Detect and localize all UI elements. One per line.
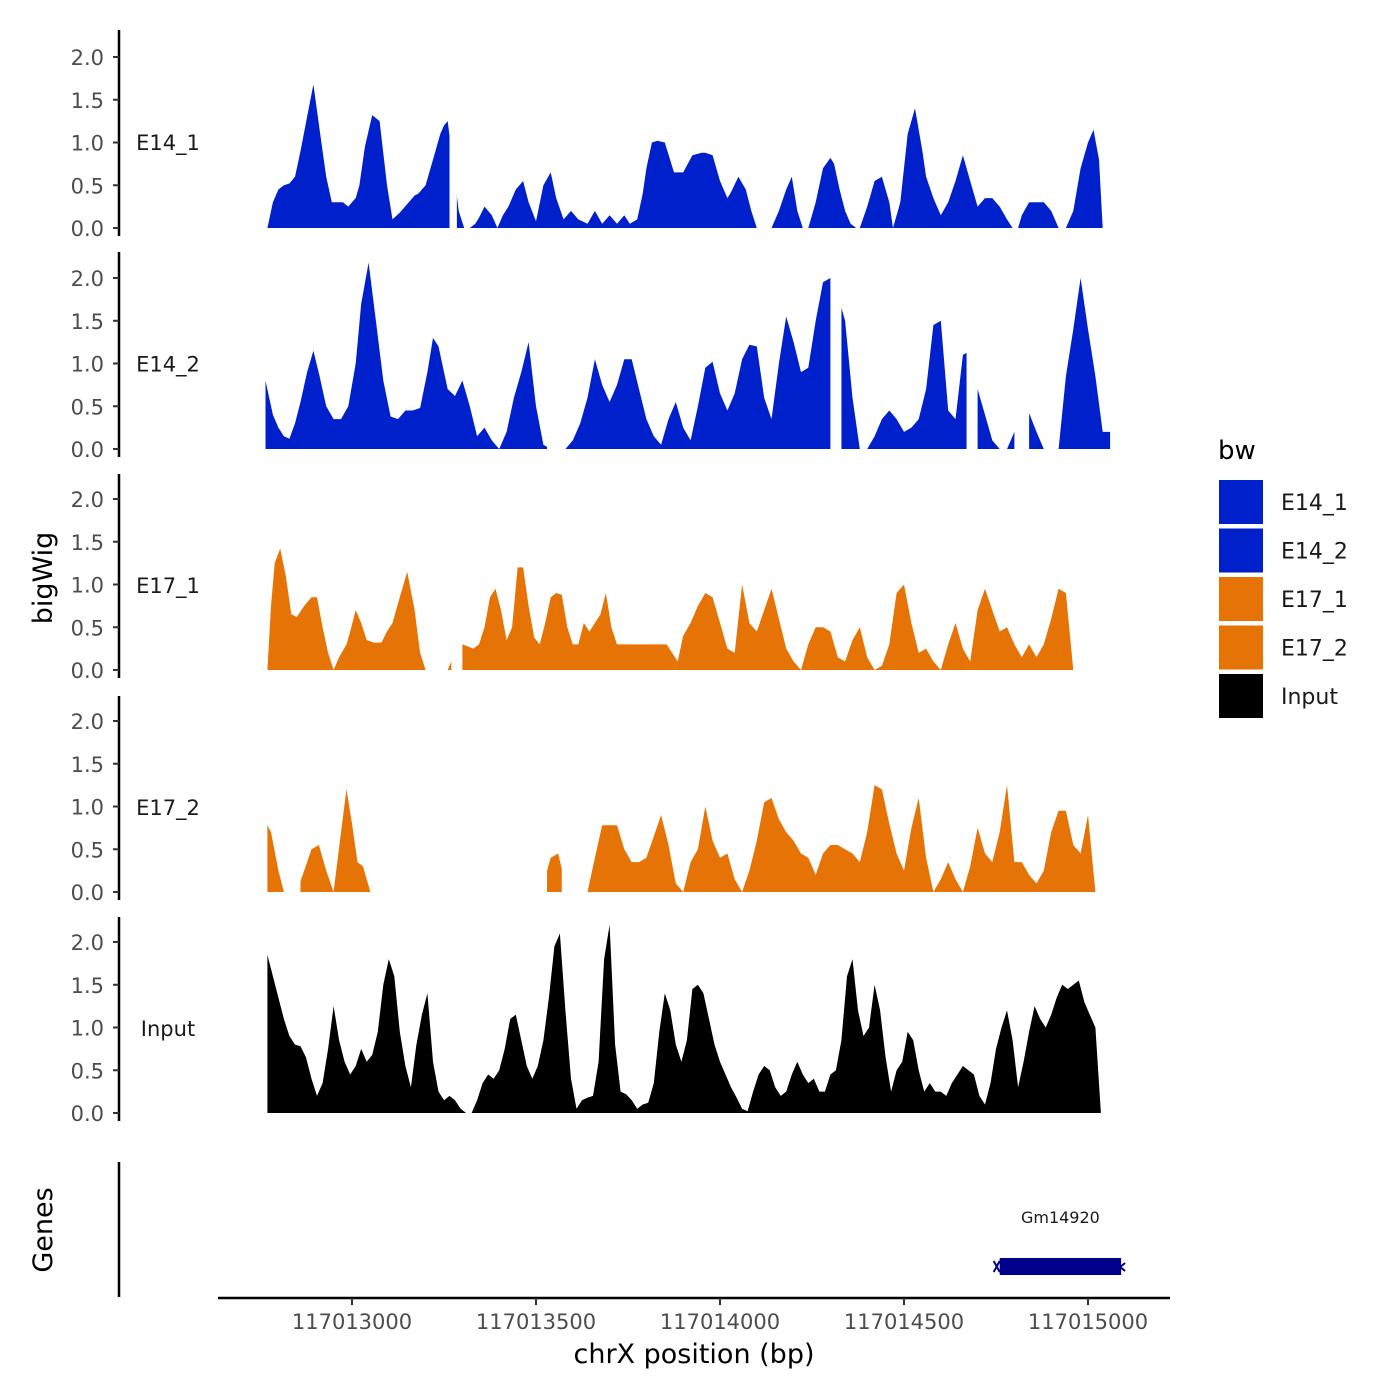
- x-axis-title: chrX position (bp): [573, 1339, 814, 1370]
- legend-swatch: [1219, 674, 1263, 718]
- x-tick-label: 117013000: [292, 1310, 412, 1334]
- legend-item: E17_2: [1219, 625, 1348, 670]
- x-tick-label: 117014500: [844, 1310, 964, 1334]
- y-tick-label: 1.0: [71, 1017, 104, 1041]
- track-E17_1: 0.0 0.5 1.0 1.5 2.0 E17_1: [71, 474, 1111, 683]
- y-axis-title: bigWig: [28, 532, 59, 625]
- y-tick-label: 1.5: [71, 89, 104, 113]
- coverage-gap: [547, 252, 559, 450]
- y-tick-label: 2.0: [71, 710, 104, 734]
- x-tick-label: 117013500: [476, 1310, 596, 1334]
- y-tick-label: 1.5: [71, 974, 104, 998]
- track-label: E17_1: [136, 574, 200, 599]
- track-label: E17_2: [136, 796, 200, 821]
- y-tick-label: 0.5: [71, 395, 104, 419]
- strand-marker: [992, 1260, 1001, 1273]
- coverage-tracks: 0.0 0.5 1.0 1.5 2.0 E14_1 0.0 0.5 1.0 1.5 2.0 E14_2…: [71, 30, 1111, 1126]
- legend-label: E17_2: [1281, 637, 1348, 662]
- y-tick-label: 1.0: [71, 574, 104, 598]
- legend-item: E17_1: [1219, 577, 1348, 621]
- y-tick-label: 0.0: [71, 217, 104, 241]
- y-tick-label: 2.0: [71, 46, 104, 70]
- y-tick-label: 1.5: [71, 310, 104, 334]
- coverage-area-E14_2: [265, 262, 1111, 449]
- coverage-area-E17_2: [267, 785, 1111, 892]
- track-label: E14_2: [136, 353, 200, 378]
- coverage-area-Input: [267, 924, 1107, 1113]
- coverage-gap: [449, 30, 457, 229]
- legend: E14_1 E14_2 E17_1 E17_2 Input: [1219, 480, 1348, 718]
- coverage-gap: [561, 696, 588, 893]
- y-tick-label: 0.0: [71, 438, 104, 462]
- y-tick-label: 2.0: [71, 267, 104, 291]
- coverage-gap: [830, 252, 842, 450]
- gene-body: [999, 1258, 1122, 1275]
- y-tick-label: 1.0: [71, 353, 104, 377]
- genes-track-title: Genes: [28, 1187, 59, 1272]
- coverage-area-E14_1: [267, 84, 1111, 229]
- coverage-gap: [1014, 252, 1030, 450]
- legend-swatch: [1219, 625, 1263, 670]
- y-tick-label: 0.0: [71, 881, 104, 905]
- legend-label: E17_1: [1281, 588, 1348, 613]
- coverage-gap: [966, 252, 978, 450]
- legend-label: Input: [1281, 685, 1338, 710]
- y-tick-label: 1.0: [71, 796, 104, 820]
- track-E17_2: 0.0 0.5 1.0 1.5 2.0 E17_2: [71, 696, 1111, 905]
- legend-label: E14_2: [1281, 540, 1348, 565]
- gene-Gm14920: Gm14920: [992, 1208, 1126, 1275]
- legend-swatch: [1219, 480, 1263, 524]
- track-E14_1: 0.0 0.5 1.0 1.5 2.0 E14_1: [71, 30, 1111, 241]
- track-label: E14_1: [136, 131, 200, 156]
- legend-swatch: [1219, 577, 1263, 621]
- legend-label: E14_1: [1281, 491, 1348, 516]
- legend-item: Input: [1219, 674, 1338, 718]
- y-tick-label: 2.0: [71, 488, 104, 512]
- y-tick-label: 0.5: [71, 616, 104, 640]
- x-tick-label: 117014000: [660, 1310, 780, 1334]
- coverage-gap: [370, 696, 548, 893]
- x-axis-ticks: 117013000 117013500 117014000 117014500 1170…: [292, 1298, 1148, 1334]
- x-tick-label: 117015000: [1028, 1310, 1148, 1334]
- strand-marker: [1118, 1262, 1126, 1272]
- gene-label: Gm14920: [1021, 1208, 1100, 1227]
- y-tick-label: 1.5: [71, 531, 104, 555]
- genes-layer: Gm14920: [992, 1208, 1126, 1275]
- coverage-area-E17_1: [267, 548, 1111, 670]
- coverage-gap: [451, 474, 463, 671]
- y-tick-label: 1.5: [71, 753, 104, 777]
- coverage-gap: [293, 696, 301, 893]
- y-tick-label: 0.0: [71, 659, 104, 683]
- y-tick-label: 0.5: [71, 174, 104, 198]
- legend-swatch: [1219, 528, 1263, 573]
- legend-item: E14_1: [1219, 480, 1348, 524]
- legend-item: E14_2: [1219, 528, 1348, 573]
- track-E14_2: 0.0 0.5 1.0 1.5 2.0 E14_2: [71, 252, 1111, 462]
- y-tick-label: 0.0: [71, 1102, 104, 1126]
- y-tick-label: 0.5: [71, 1059, 104, 1083]
- y-tick-label: 0.5: [71, 838, 104, 862]
- track-Input: 0.0 0.5 1.0 1.5 2.0 Input: [71, 917, 1107, 1126]
- track-label: Input: [141, 1017, 195, 1041]
- legend-title: bw: [1218, 436, 1256, 466]
- y-tick-label: 2.0: [71, 931, 104, 955]
- y-tick-label: 1.0: [71, 132, 104, 156]
